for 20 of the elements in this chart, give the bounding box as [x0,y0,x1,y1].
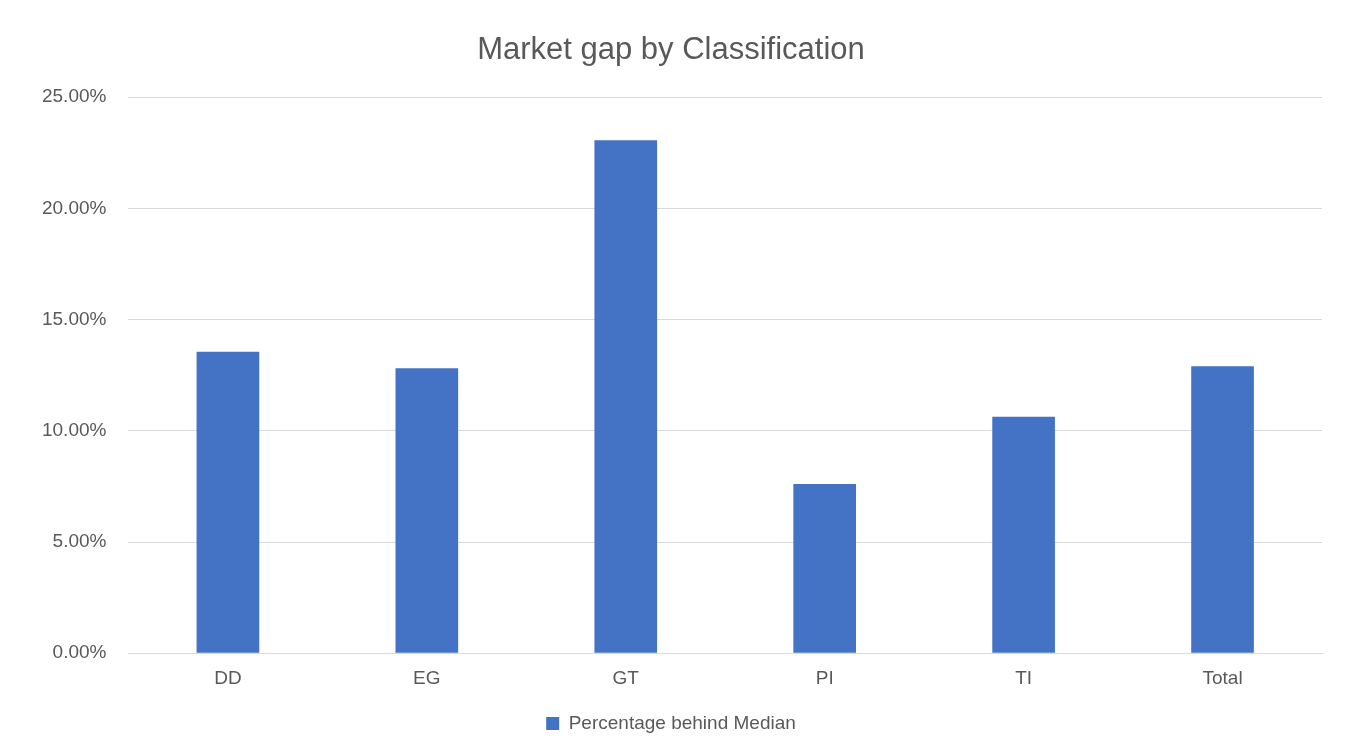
legend-label: Percentage behind Median [568,711,796,733]
bar [992,416,1055,653]
bar [1191,366,1254,653]
bar [594,140,658,653]
x-tick-label: GT [612,666,640,688]
y-tick-label: 25.00% [41,85,107,107]
y-tick-label: 0.00% [52,641,107,663]
y-tick-label: 5.00% [52,530,107,552]
y-tick-label: 15.00% [41,307,107,329]
x-tick-label: Total [1202,666,1243,688]
x-tick-label: PI [815,666,834,688]
y-tick-label: 10.00% [41,419,107,441]
bar [793,483,857,653]
x-tick-label: TI [1015,666,1033,688]
x-tick-label: DD [214,666,242,688]
x-tick-label: EG [413,666,441,688]
bar [196,351,260,653]
chart-title: Market gap by Classification [477,31,865,67]
y-tick-label: 20.00% [41,196,107,218]
bar [395,368,459,653]
